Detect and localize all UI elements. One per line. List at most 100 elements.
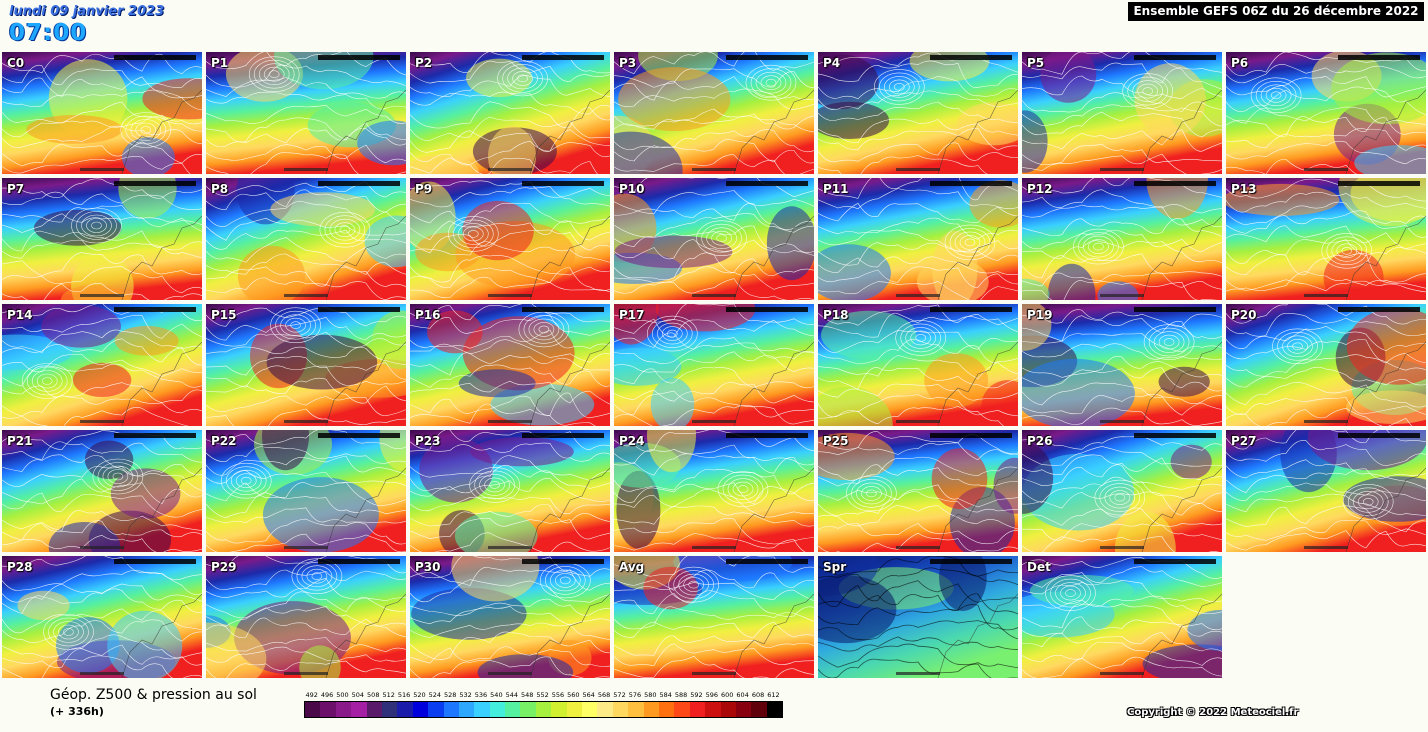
map-footer-strip xyxy=(1100,294,1144,297)
scale-label: 512 xyxy=(382,691,395,699)
map-header-strip xyxy=(114,181,196,186)
scale-swatch xyxy=(766,702,783,717)
ensemble-map-p3[interactable]: P3 xyxy=(614,52,814,174)
map-header-strip xyxy=(726,55,808,60)
ensemble-map-c0[interactable]: C0 xyxy=(2,52,202,174)
ensemble-map-p21[interactable]: P21 xyxy=(2,430,202,552)
scale-label: 544 xyxy=(505,691,518,699)
map-footer-strip xyxy=(1100,672,1144,675)
ensemble-map-p5[interactable]: P5 xyxy=(1022,52,1222,174)
map-header-strip xyxy=(1338,307,1420,312)
ensemble-map-p7[interactable]: P7 xyxy=(2,178,202,300)
ensemble-map-p20[interactable]: P20 xyxy=(1226,304,1426,426)
member-label: P29 xyxy=(211,560,237,574)
map-header-strip xyxy=(930,55,1012,60)
ensemble-map-spr[interactable]: Spr xyxy=(818,556,1018,678)
map-footer-strip xyxy=(1304,546,1348,549)
map-footer-strip xyxy=(692,294,736,297)
ensemble-map-p30[interactable]: P30 xyxy=(410,556,610,678)
map-header-strip xyxy=(1338,181,1420,186)
ensemble-map-p22[interactable]: P22 xyxy=(206,430,406,552)
ensemble-map-p19[interactable]: P19 xyxy=(1022,304,1222,426)
geopotential-map xyxy=(1022,556,1222,678)
scale-swatch xyxy=(320,702,336,717)
ensemble-map-p27[interactable]: P27 xyxy=(1226,430,1426,552)
scale-label: 536 xyxy=(474,691,488,699)
scale-label: 492 xyxy=(305,691,318,699)
scale-swatch xyxy=(305,702,321,717)
scale-swatch xyxy=(705,702,721,717)
map-footer-strip xyxy=(80,168,124,171)
scale-label: 556 xyxy=(551,691,565,699)
geopotential-map xyxy=(818,304,1018,426)
scale-label: 520 xyxy=(413,691,426,699)
scale-label: 508 xyxy=(367,691,380,699)
geopotential-map xyxy=(1022,430,1222,552)
ensemble-map-p26[interactable]: P26 xyxy=(1022,430,1222,552)
member-label: P28 xyxy=(7,560,33,574)
scale-swatch xyxy=(351,702,367,717)
scale-swatch xyxy=(551,702,567,717)
map-footer-strip xyxy=(284,294,328,297)
map-footer-strip xyxy=(80,546,124,549)
map-footer-strip xyxy=(896,672,940,675)
geopotential-map xyxy=(818,178,1018,300)
scale-label: 564 xyxy=(582,691,595,699)
map-footer-strip xyxy=(692,420,736,423)
ensemble-map-p1[interactable]: P1 xyxy=(206,52,406,174)
geopotential-map xyxy=(2,430,202,552)
ensemble-map-p23[interactable]: P23 xyxy=(410,430,610,552)
map-header-strip xyxy=(930,181,1012,186)
map-header-strip xyxy=(522,181,604,186)
ensemble-map-p11[interactable]: P11 xyxy=(818,178,1018,300)
scale-swatch xyxy=(428,702,444,717)
map-header-strip xyxy=(726,307,808,312)
member-label: P12 xyxy=(1027,182,1053,196)
map-footer-strip xyxy=(284,420,328,423)
map-footer-strip xyxy=(692,168,736,171)
member-label: P3 xyxy=(619,56,637,70)
map-header-strip xyxy=(930,559,1012,564)
map-header-strip xyxy=(1134,181,1216,186)
ensemble-map-p12[interactable]: P12 xyxy=(1022,178,1222,300)
ensemble-map-p16[interactable]: P16 xyxy=(410,304,610,426)
copyright: Copyright © 2022 Meteociel.fr xyxy=(1127,707,1299,718)
ensemble-map-det[interactable]: Det xyxy=(1022,556,1222,678)
scale-swatch xyxy=(720,702,736,717)
map-header-strip xyxy=(726,433,808,438)
geopotential-map xyxy=(410,52,610,174)
map-header-strip xyxy=(726,181,808,186)
member-label: P2 xyxy=(415,56,433,70)
ensemble-map-p2[interactable]: P2 xyxy=(410,52,610,174)
ensemble-map-p17[interactable]: P17 xyxy=(614,304,814,426)
ensemble-map-p28[interactable]: P28 xyxy=(2,556,202,678)
ensemble-map-p25[interactable]: P25 xyxy=(818,430,1018,552)
color-scale: 492 496 500 504 508 512 516 520 524 528 532 536 540 5… xyxy=(304,691,784,718)
scale-swatch xyxy=(735,702,752,717)
map-footer-strip xyxy=(488,420,532,423)
scale-swatch xyxy=(381,702,398,717)
ensemble-map-avg[interactable]: Avg xyxy=(614,556,814,678)
ensemble-map-p9[interactable]: P9 xyxy=(410,178,610,300)
map-footer-strip xyxy=(80,294,124,297)
member-label: P13 xyxy=(1231,182,1257,196)
scale-label: 592 xyxy=(690,691,703,699)
ensemble-map-p15[interactable]: P15 xyxy=(206,304,406,426)
map-footer-strip xyxy=(488,168,532,171)
ensemble-map-p24[interactable]: P24 xyxy=(614,430,814,552)
ensemble-map-p29[interactable]: P29 xyxy=(206,556,406,678)
ensemble-map-p10[interactable]: P10 xyxy=(614,178,814,300)
geopotential-map xyxy=(614,304,814,426)
ensemble-map-p8[interactable]: P8 xyxy=(206,178,406,300)
ensemble-map-p13[interactable]: P13 xyxy=(1226,178,1426,300)
ensemble-map-p6[interactable]: P6 xyxy=(1226,52,1426,174)
ensemble-map-p4[interactable]: P4 xyxy=(818,52,1018,174)
member-label: P26 xyxy=(1027,434,1053,448)
ensemble-map-p18[interactable]: P18 xyxy=(818,304,1018,426)
scale-label: 596 xyxy=(705,691,719,699)
map-footer-strip xyxy=(692,546,736,549)
ensemble-map-p14[interactable]: P14 xyxy=(2,304,202,426)
member-label: P17 xyxy=(619,308,645,322)
map-footer-strip xyxy=(488,672,532,675)
map-footer-strip xyxy=(488,546,532,549)
